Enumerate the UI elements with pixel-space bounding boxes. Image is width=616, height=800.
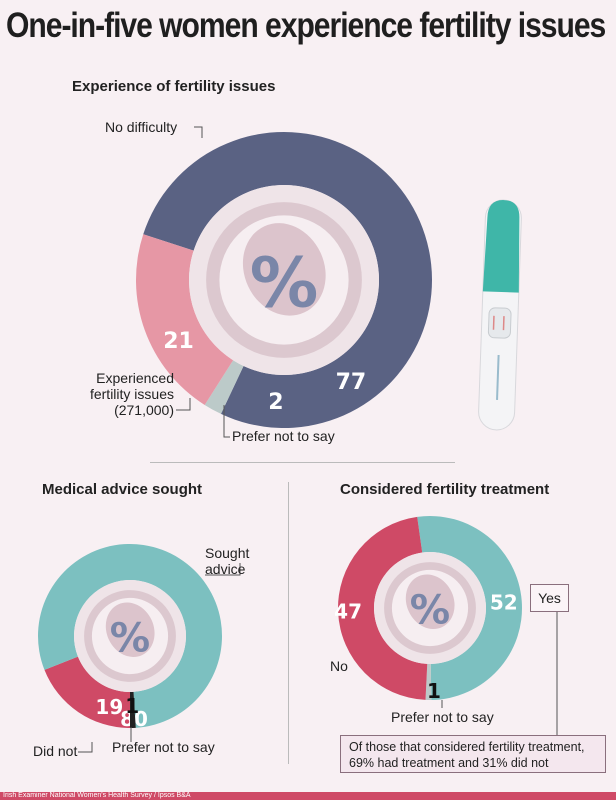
label-sought-2: advice (205, 561, 246, 577)
chart-title-treatment: Considered fertility treatment (340, 481, 550, 498)
embryo-icon (105, 602, 155, 657)
label-yes: Yes (530, 584, 569, 612)
label-sought-1: Sought (205, 545, 250, 561)
percent-symbol: % (410, 587, 450, 634)
data-label: 21 (163, 329, 194, 354)
data-label: 2 (268, 390, 283, 415)
slice-did-not (44, 656, 130, 728)
data-label: 1 (125, 694, 139, 718)
percent-symbol: % (250, 245, 319, 324)
donut-treatment: 52 1 47% (334, 516, 523, 703)
embryo-icon (405, 574, 455, 629)
data-label: 77 (336, 370, 367, 395)
slice-prefer-not-to-say (425, 663, 432, 700)
chart-title-medical: Medical advice sought (42, 481, 203, 498)
source-footer: Irish Examiner National Women's Health S… (0, 792, 616, 800)
label-experienced-1: Experienced (96, 370, 174, 386)
percent-symbol: % (110, 615, 150, 662)
data-label: 47 (334, 600, 362, 624)
slice-experienced-fertility-issues-271-000 (136, 234, 234, 405)
slice-sought-advice (38, 544, 223, 728)
data-label: 19 (95, 695, 123, 719)
slice-prefer-not-to-say (204, 360, 244, 414)
divider-horizontal (150, 462, 455, 463)
label-experienced-2: fertility issues (89, 386, 174, 402)
label-prefer-2: Prefer not to say (112, 739, 215, 755)
pregnancy-test-icon (478, 199, 522, 431)
data-label: 1 (427, 679, 441, 703)
label-no-difficulty: No difficulty (105, 119, 178, 135)
slice-prefer-not-to-say (130, 691, 136, 728)
leader-lines (78, 126, 558, 753)
label-experienced-3: (271,000) (114, 402, 174, 418)
donut-experience: 77 2 21% (136, 132, 432, 429)
label-prefer-1: Prefer not to say (232, 428, 335, 444)
chart-title-experience: Experience of fertility issues (72, 78, 276, 95)
treatment-note: Of those that considered fertility treat… (340, 735, 606, 773)
divider-vertical (288, 482, 289, 764)
label-no: No (330, 658, 348, 674)
embryo-icon (242, 223, 326, 316)
slice-no (338, 516, 428, 700)
label-did-not: Did not (33, 743, 78, 759)
data-label: 52 (490, 590, 518, 614)
label-prefer-3: Prefer not to say (391, 709, 494, 725)
slice-no-difficulty (143, 132, 432, 429)
slice-yes (417, 516, 523, 700)
donut-medical: 19801% (38, 544, 223, 731)
page-title: One-in-five women experience fertility i… (6, 6, 606, 45)
